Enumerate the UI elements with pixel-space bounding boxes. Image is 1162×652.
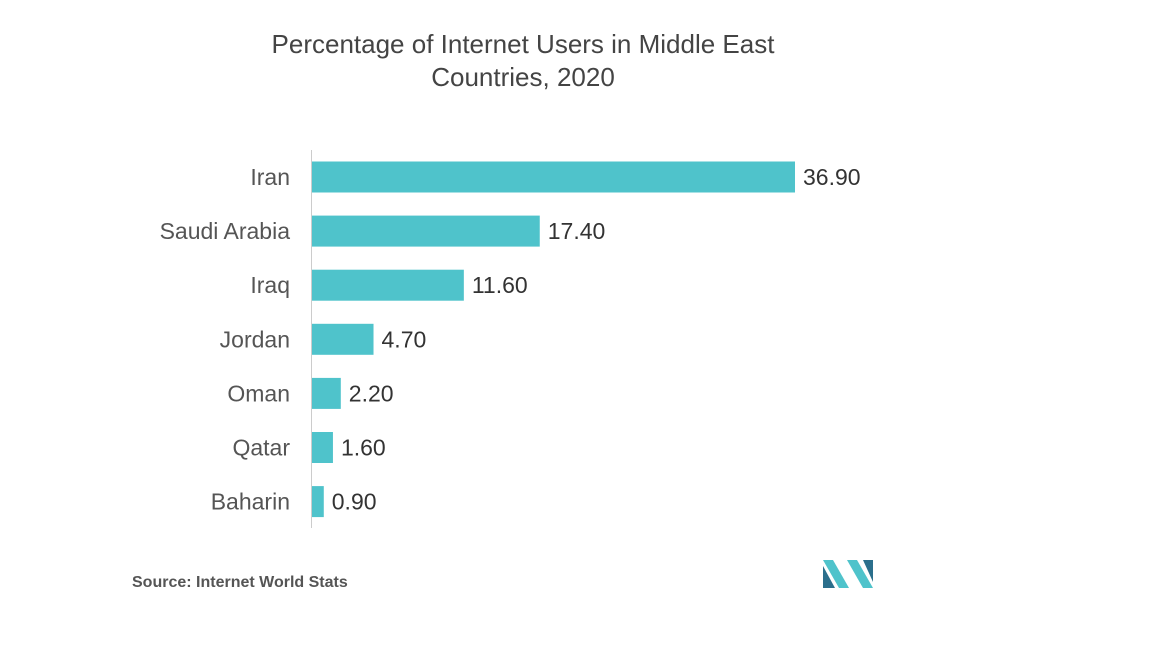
source-note: Source: Internet World Stats bbox=[132, 574, 348, 591]
category-label: Iran bbox=[250, 164, 290, 190]
data-label: 1.60 bbox=[341, 435, 386, 461]
bars-group: Iran 36.90 Saudi Arabia 17.40 Iraq 11.60 Jorda… bbox=[160, 161, 861, 518]
data-label: 17.40 bbox=[548, 218, 606, 244]
category-label: Iraq bbox=[250, 272, 290, 298]
logo-right-shape bbox=[847, 560, 873, 588]
category-label: Oman bbox=[227, 380, 290, 406]
data-label: 0.90 bbox=[332, 489, 377, 515]
bar bbox=[312, 161, 795, 193]
data-label: 36.90 bbox=[803, 164, 861, 190]
category-label: Baharin bbox=[211, 489, 290, 515]
bar bbox=[312, 215, 540, 247]
bar bbox=[312, 269, 464, 301]
logo-right-bar bbox=[863, 560, 873, 582]
bar bbox=[312, 486, 324, 518]
category-label: Qatar bbox=[232, 435, 290, 461]
chart-title: Percentage of Internet Users in Middle E… bbox=[271, 29, 775, 92]
data-label: 2.20 bbox=[349, 380, 394, 406]
bar bbox=[312, 432, 333, 463]
logo-middle-shape bbox=[823, 566, 835, 588]
bar bbox=[312, 323, 374, 355]
category-label: Saudi Arabia bbox=[160, 218, 291, 244]
category-label: Jordan bbox=[220, 326, 290, 352]
mordor-intelligence-logo-icon bbox=[823, 560, 873, 588]
data-label: 4.70 bbox=[382, 326, 427, 352]
logo-left-shape bbox=[823, 560, 849, 588]
data-label: 11.60 bbox=[472, 272, 528, 298]
bar bbox=[312, 377, 341, 409]
